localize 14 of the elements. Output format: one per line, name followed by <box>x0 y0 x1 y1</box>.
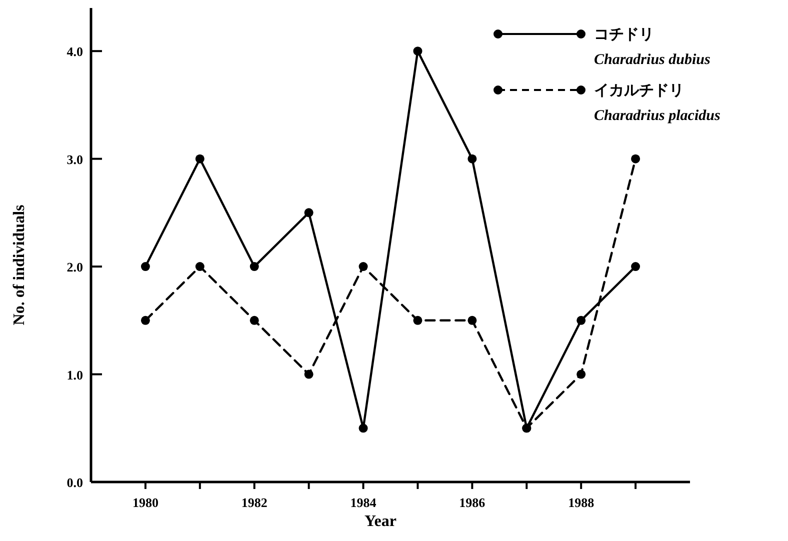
y-tick-label: 2.0 <box>66 260 83 275</box>
y-axis-title: No. of individuals <box>11 204 28 326</box>
legend-label: イカルチドリ Charadrius placidus <box>594 83 720 124</box>
x-tick-label: 1988 <box>568 495 595 510</box>
x-tick-label: 1982 <box>241 495 268 510</box>
x-tick-label: 1984 <box>350 495 377 510</box>
x-tick-label: 1980 <box>132 495 158 510</box>
y-tick-label: 1.0 <box>66 367 83 382</box>
x-tick-label: 1986 <box>459 495 486 510</box>
y-tick-label: 3.0 <box>66 152 83 167</box>
x-axis-title: Year <box>364 513 396 530</box>
legend-label: コチドリ Charadrius dubius <box>594 27 710 68</box>
y-tick-label: 4.0 <box>66 44 83 60</box>
y-tick-label: 0.0 <box>66 475 83 490</box>
